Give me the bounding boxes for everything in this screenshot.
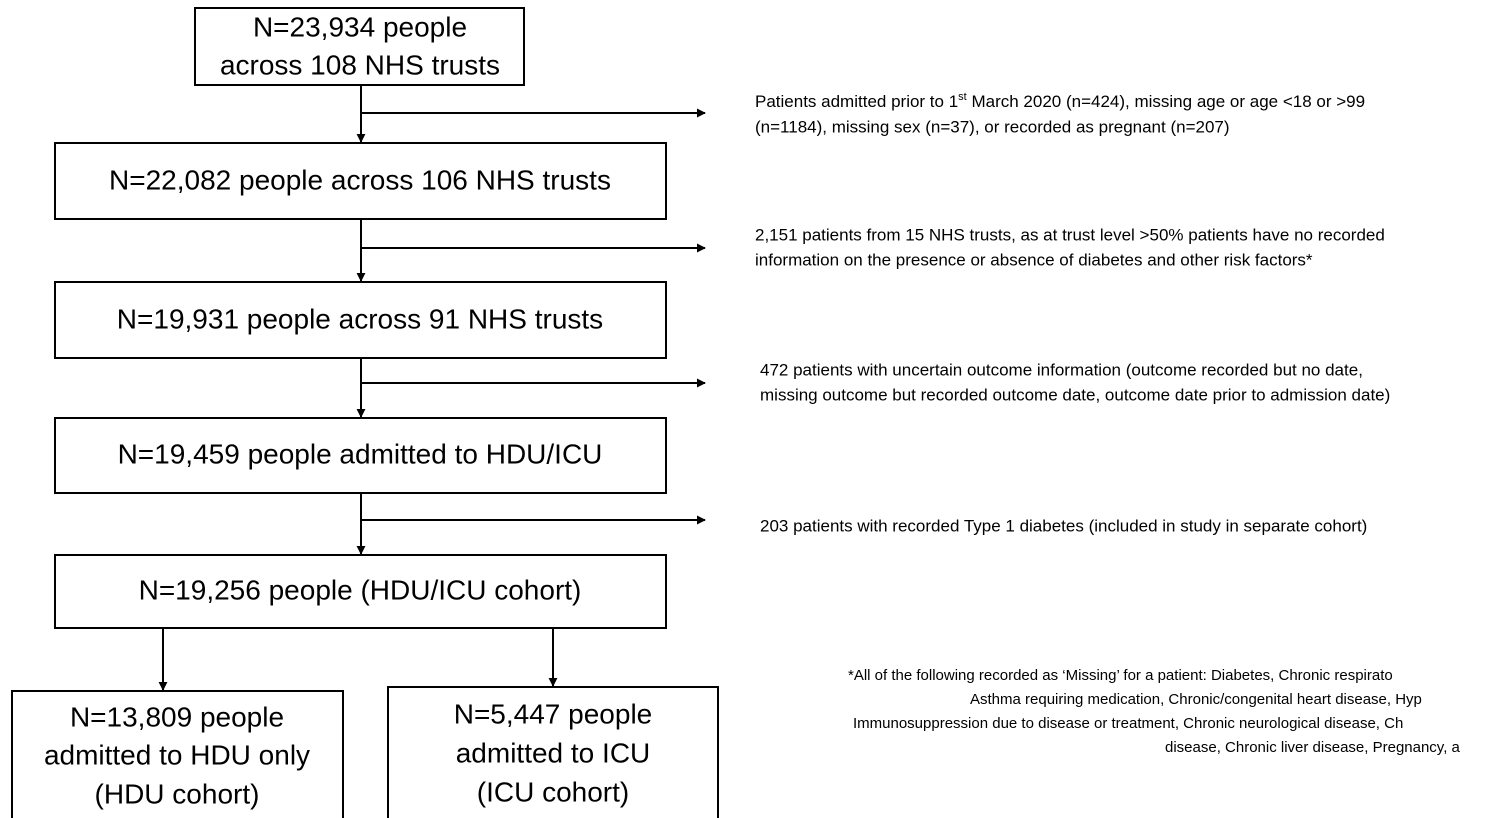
superscript: st [958, 91, 967, 103]
exclusion-text: Patients admitted prior to 1st March 202… [755, 91, 1365, 112]
box [54, 554, 667, 629]
box [54, 281, 667, 359]
box [54, 417, 667, 494]
exclusion-text: (n=1184), missing sex (n=37), or recorde… [755, 117, 1230, 136]
box [387, 686, 719, 818]
node-label: N=19,931 people across 91 NHS trusts [117, 303, 603, 334]
exclusion-text: 472 patients with uncertain outcome info… [760, 360, 1363, 379]
footnote: disease, Chronic liver disease, Pregnanc… [1165, 739, 1461, 756]
node-label: admitted to HDU only [44, 739, 310, 770]
box [11, 690, 344, 818]
footnote: Immunosuppression due to disease or trea… [853, 715, 1403, 732]
node-label: admitted to ICU [456, 737, 651, 768]
node-label: N=22,082 people across 106 NHS trusts [109, 164, 611, 195]
node-label: across 108 NHS trusts [220, 49, 500, 80]
node-label: N=5,447 people [454, 698, 653, 729]
footnote: Asthma requiring medication, Chronic/con… [970, 691, 1422, 708]
node-label: N=19,256 people (HDU/ICU cohort) [139, 574, 582, 605]
exclusion-text: 203 patients with recorded Type 1 diabet… [760, 516, 1367, 535]
exclusion-text: 2,151 patients from 15 NHS trusts, as at… [755, 225, 1385, 244]
box [54, 142, 667, 220]
box [194, 7, 525, 86]
exclusion-text: information on the presence or absence o… [755, 250, 1313, 269]
exclusion-text: March 2020 (n=424), missing age or age <… [967, 92, 1365, 111]
node-label: N=13,809 people [70, 701, 284, 732]
node-label: (ICU cohort) [477, 776, 629, 807]
node-label: N=23,934 people [253, 11, 467, 42]
footnote: *All of the following recorded as ‘Missi… [848, 667, 1393, 684]
exclusion-text: missing outcome but recorded outcome dat… [760, 385, 1390, 404]
node-label: (HDU cohort) [95, 778, 260, 809]
exclusion-text: Patients admitted prior to 1 [755, 92, 958, 111]
node-label: N=19,459 people admitted to HDU/ICU [118, 438, 603, 469]
